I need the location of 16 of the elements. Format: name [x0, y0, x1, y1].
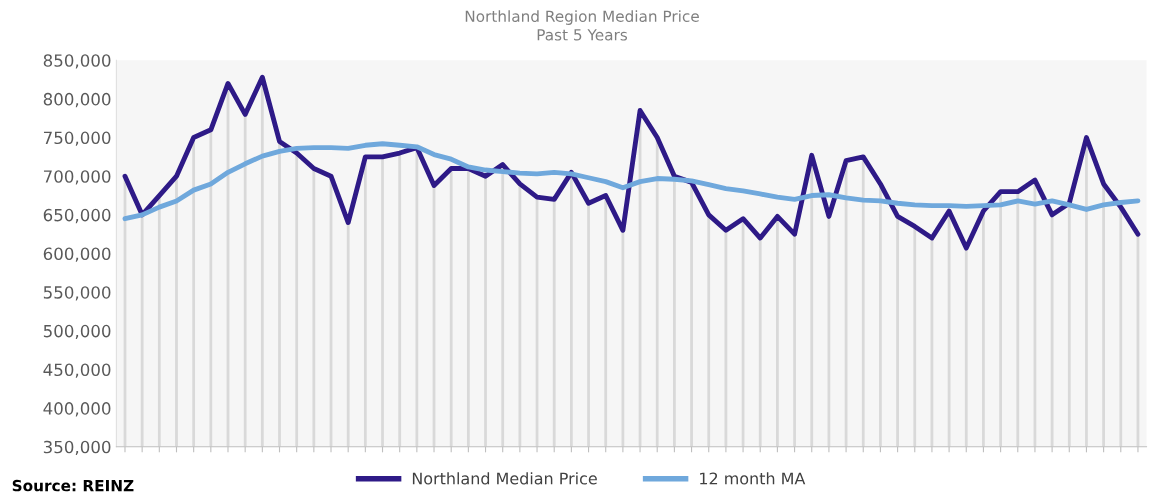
y-tick-label: 750,000 — [43, 131, 111, 146]
y-tick-label: 800,000 — [43, 92, 111, 108]
y-tick-label: 350,000 — [43, 440, 111, 456]
y-tick-label: 650,000 — [43, 208, 111, 224]
y-tick-label: 400,000 — [43, 402, 111, 417]
y-tick-label: 850,000 — [43, 54, 111, 69]
source-note: Source: REINZ — [12, 479, 134, 492]
chart-subtitle: Past 5 Years — [537, 29, 628, 41]
y-tick-label: 550,000 — [43, 286, 111, 301]
y-tick-label: 600,000 — [43, 247, 111, 262]
y-tick-label: 450,000 — [43, 363, 111, 378]
y-tick-label: 700,000 — [43, 170, 111, 185]
y-tick-label: 500,000 — [43, 324, 111, 340]
chart-title: Northland Region Median Price — [465, 10, 699, 25]
legend-label: Northland Median Price — [412, 472, 597, 485]
legend-label: 12 month MA — [700, 472, 806, 485]
